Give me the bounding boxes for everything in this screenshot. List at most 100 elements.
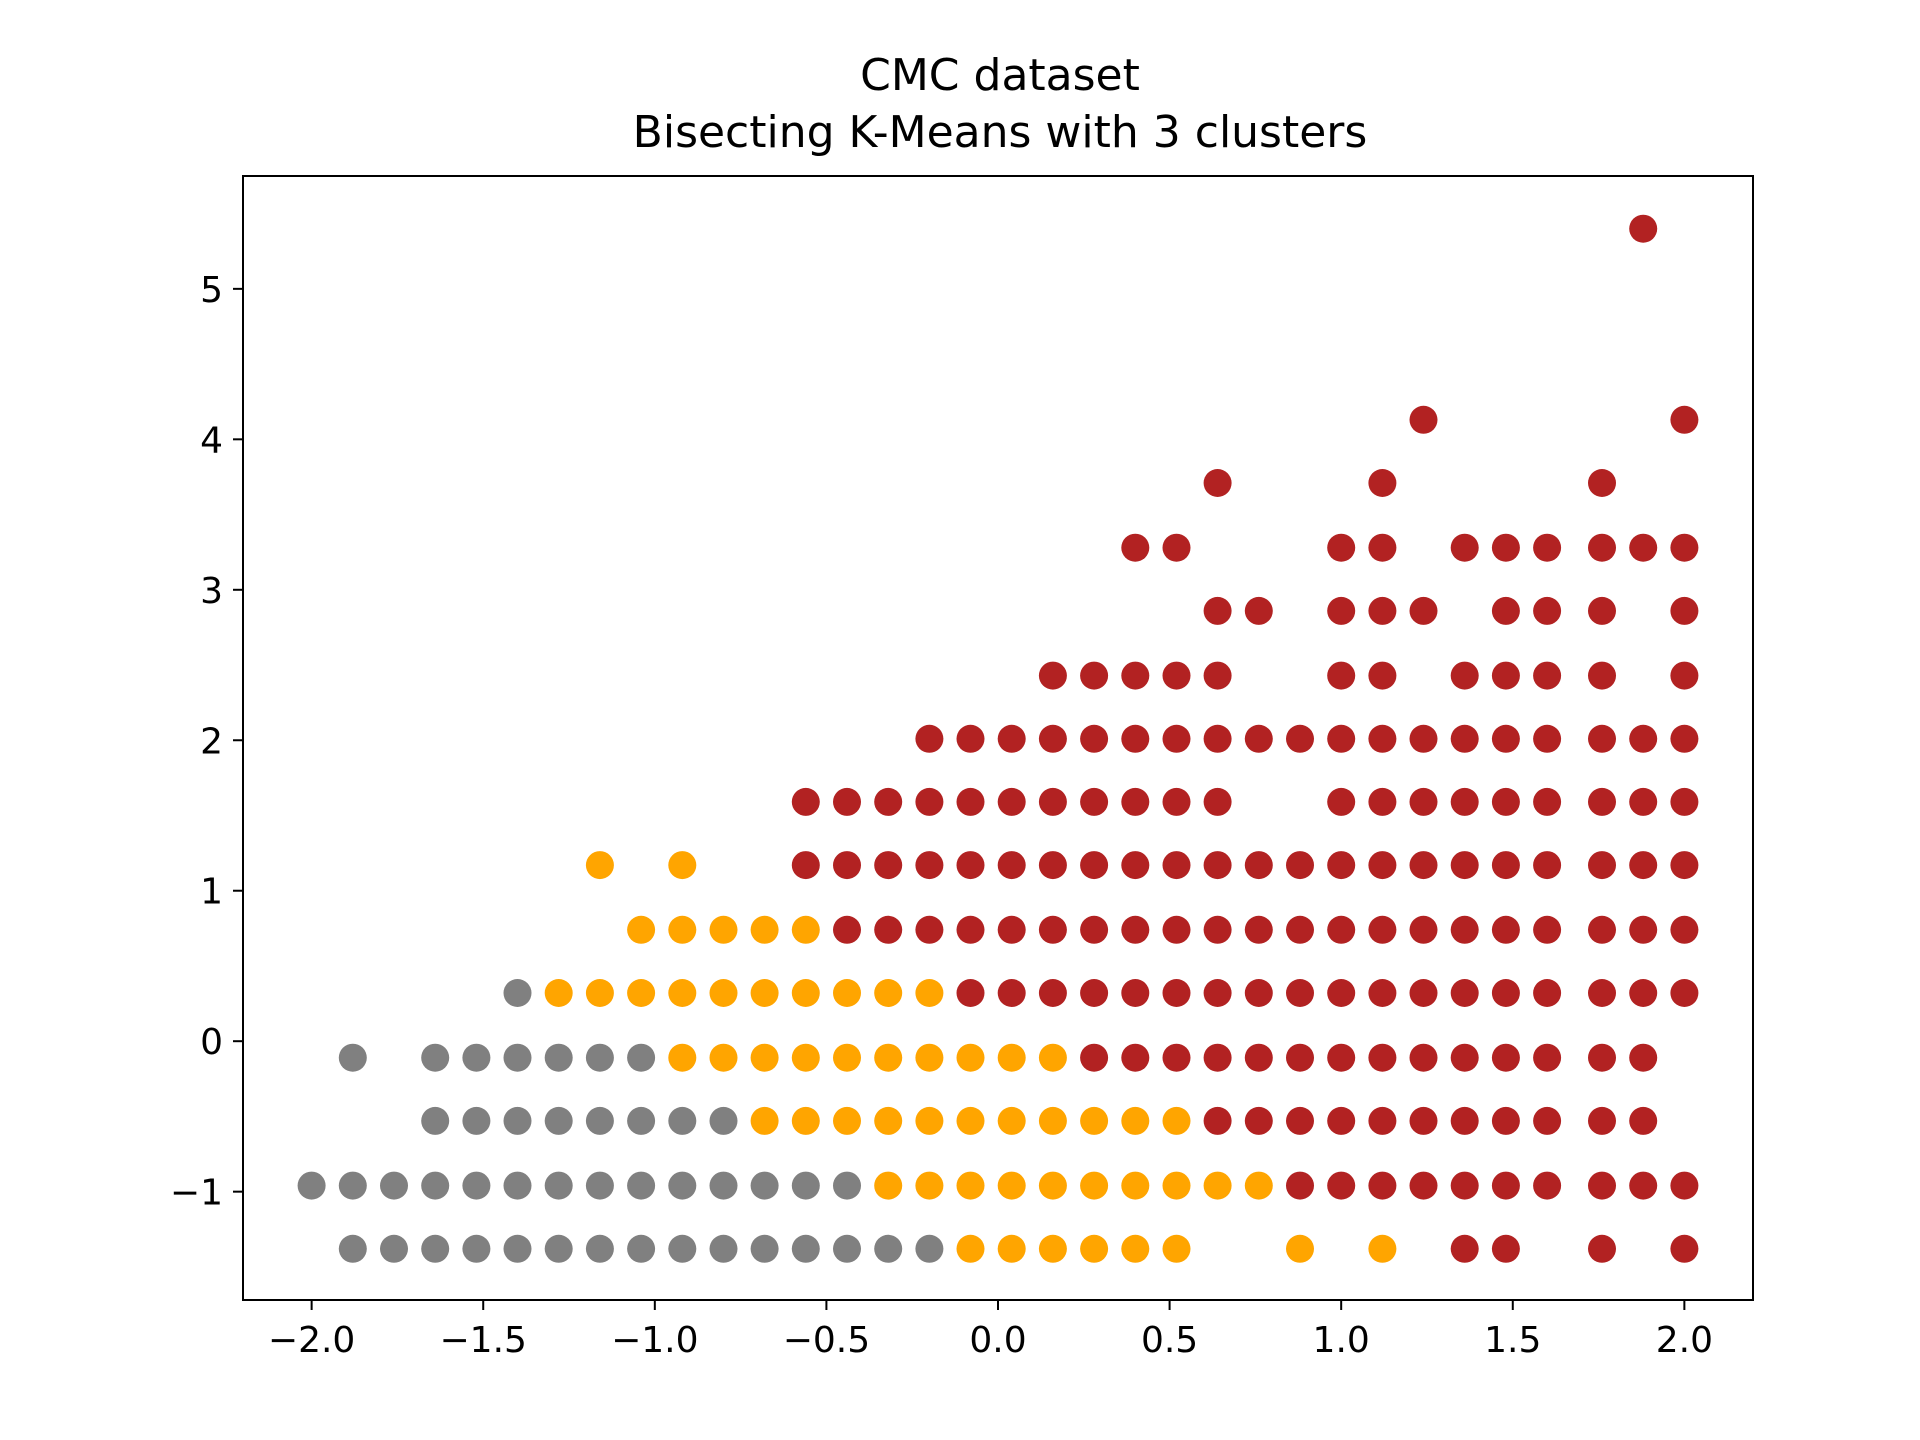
cluster-3-point xyxy=(1670,724,1699,753)
cluster-3-point xyxy=(1450,979,1479,1007)
x-tick-label: −1.0 xyxy=(611,1320,698,1361)
cluster-3-point xyxy=(1203,1106,1232,1135)
cluster-3-point xyxy=(1368,787,1397,816)
cluster-1-point xyxy=(668,1171,697,1200)
cluster-3-point xyxy=(1409,915,1438,944)
cluster-3-point xyxy=(1368,851,1397,880)
cluster-3-point xyxy=(1368,915,1397,944)
cluster-1-point xyxy=(585,1043,614,1072)
cluster-3-point xyxy=(1162,979,1191,1007)
cluster-3-point xyxy=(1409,851,1438,880)
cluster-2-point xyxy=(833,1106,861,1135)
x-tick-label: 1.0 xyxy=(1313,1320,1370,1361)
cluster-3-point xyxy=(1203,596,1232,625)
cluster-2-point xyxy=(833,979,861,1007)
cluster-2-point xyxy=(750,915,779,944)
cluster-1-point xyxy=(380,1234,408,1263)
cluster-3-point xyxy=(997,724,1026,753)
cluster-3-point xyxy=(1491,533,1520,562)
cluster-1-point xyxy=(421,1171,450,1200)
cluster-2-point xyxy=(874,1106,903,1135)
cluster-3-point xyxy=(1203,979,1232,1007)
cluster-3-point xyxy=(1670,851,1699,880)
cluster-3-point xyxy=(1121,661,1150,690)
cluster-3-point xyxy=(1080,851,1109,880)
cluster-2-point xyxy=(585,851,614,880)
y-tick-label: 3 xyxy=(200,571,223,612)
cluster-3-point xyxy=(1533,533,1562,562)
cluster-3-point xyxy=(1203,787,1232,816)
cluster-3-point xyxy=(1588,1043,1616,1072)
cluster-2-point xyxy=(791,1043,820,1072)
cluster-3-point xyxy=(1491,787,1520,816)
cluster-3-point xyxy=(956,915,985,944)
cluster-2-point xyxy=(997,1171,1026,1200)
cluster-3-point xyxy=(1588,596,1616,625)
y-tick-label: 1 xyxy=(200,872,223,913)
cluster-3-point xyxy=(1080,787,1109,816)
cluster-3-point xyxy=(1533,596,1562,625)
cluster-3-point xyxy=(1121,851,1150,880)
cluster-1-point xyxy=(544,1106,573,1135)
cluster-2-point xyxy=(668,1043,697,1072)
cluster-3-point xyxy=(1286,1171,1314,1200)
cluster-1-point xyxy=(421,1234,450,1263)
cluster-3-point xyxy=(1327,533,1356,562)
cluster-3-point xyxy=(1286,724,1314,753)
cluster-3-point xyxy=(1327,596,1356,625)
cluster-3-point xyxy=(956,979,985,1007)
cluster-2-point xyxy=(750,1043,779,1072)
cluster-2-point xyxy=(1121,1106,1150,1135)
cluster-1-point xyxy=(585,1106,614,1135)
cluster-3-point xyxy=(1286,1106,1314,1135)
points-layer xyxy=(297,214,1699,1263)
cluster-1-point xyxy=(833,1171,861,1200)
cluster-2-point xyxy=(874,1043,903,1072)
cluster-3-points xyxy=(791,214,1699,1263)
cluster-3-point xyxy=(997,915,1026,944)
cluster-2-point xyxy=(874,979,903,1007)
cluster-3-point xyxy=(1327,661,1356,690)
cluster-3-point xyxy=(1080,661,1109,690)
cluster-1-point xyxy=(750,1234,779,1263)
cluster-3-point xyxy=(1670,596,1699,625)
cluster-1-point xyxy=(627,1106,656,1135)
cluster-2-point xyxy=(915,979,944,1007)
cluster-2-point xyxy=(956,1043,985,1072)
cluster-3-point xyxy=(1491,915,1520,944)
cluster-3-point xyxy=(997,787,1026,816)
cluster-1-point xyxy=(709,1234,738,1263)
cluster-3-point xyxy=(1162,915,1191,944)
cluster-1-point xyxy=(421,1106,450,1135)
cluster-3-point xyxy=(1244,851,1273,880)
chart-subtitle: Bisecting K-Means with 3 clusters xyxy=(633,107,1368,158)
cluster-2-point xyxy=(750,979,779,1007)
cluster-3-point xyxy=(1491,596,1520,625)
cluster-3-point xyxy=(1203,661,1232,690)
cluster-1-point xyxy=(833,1234,861,1263)
cluster-2-point xyxy=(668,915,697,944)
cluster-3-point xyxy=(1629,915,1658,944)
cluster-2-point xyxy=(1038,1106,1067,1135)
cluster-3-point xyxy=(1409,724,1438,753)
cluster-3-point xyxy=(1162,661,1191,690)
cluster-3-point xyxy=(1368,469,1397,497)
cluster-1-point xyxy=(503,1171,532,1200)
cluster-3-point xyxy=(1533,661,1562,690)
cluster-2-point xyxy=(1368,1234,1397,1263)
cluster-2-point xyxy=(1121,1234,1150,1263)
cluster-1-point xyxy=(503,1234,532,1263)
cluster-3-point xyxy=(1629,1043,1658,1072)
cluster-3-point xyxy=(1588,1234,1616,1263)
cluster-3-point xyxy=(997,851,1026,880)
cluster-1-point xyxy=(627,1171,656,1200)
cluster-1-point xyxy=(874,1234,903,1263)
cluster-3-point xyxy=(1450,787,1479,816)
cluster-3-point xyxy=(956,787,985,816)
cluster-3-point xyxy=(915,787,944,816)
cluster-2-point xyxy=(668,979,697,1007)
cluster-3-point xyxy=(1491,851,1520,880)
cluster-3-point xyxy=(1450,1106,1479,1135)
cluster-3-point xyxy=(1533,1043,1562,1072)
